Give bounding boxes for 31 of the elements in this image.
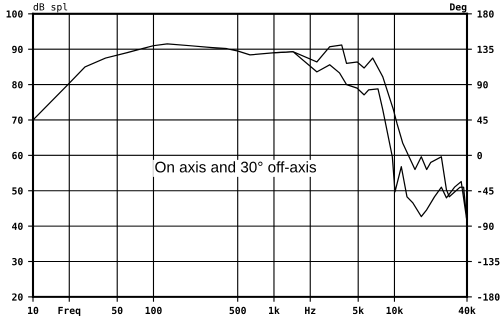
x-tick-label: Hz — [305, 306, 316, 314]
y-tick-label: 20 — [12, 293, 23, 301]
y2-tick-label: -90 — [478, 222, 494, 230]
x-tick-label: 10k — [386, 306, 404, 314]
y-axis-title: dB spl — [34, 2, 68, 12]
annotation: On axis and 30° off-axis — [155, 161, 316, 172]
y-tick-label: 90 — [12, 46, 23, 54]
y2-tick-label: -45 — [478, 187, 494, 195]
y-tick-label: 40 — [12, 222, 23, 230]
x-tick-label: 100 — [146, 306, 162, 314]
y2-tick-label: 180 — [478, 10, 494, 18]
y2-tick-label: 90 — [477, 81, 488, 88]
x-tick-label: 5k — [353, 306, 364, 314]
y2-tick-label: -180 — [478, 293, 500, 301]
x-tick-label: 10 — [28, 306, 38, 314]
y2-tick-label: 135 — [478, 46, 494, 54]
x-tick-label: 1k — [269, 306, 280, 314]
y2-tick-label: 45 — [477, 116, 488, 124]
x-tick-label: 40k — [458, 306, 476, 314]
y-tick-label: 100 — [6, 10, 23, 18]
x-tick-label: Freq — [58, 306, 80, 316]
y-tick-label: 50 — [12, 187, 23, 195]
y2-axis-title: Deg — [450, 3, 466, 12]
x-tick-label: 500 — [230, 306, 246, 314]
y2-tick-label: -135 — [478, 258, 500, 266]
y-tick-label: 60 — [12, 152, 23, 160]
y-tick-label: 30 — [12, 258, 23, 266]
x-tick-label: 50 — [112, 306, 122, 314]
y-tick-label: 70 — [12, 116, 23, 124]
y-tick-label: 80 — [12, 81, 23, 88]
y2-tick-label: 0 — [477, 152, 482, 160]
